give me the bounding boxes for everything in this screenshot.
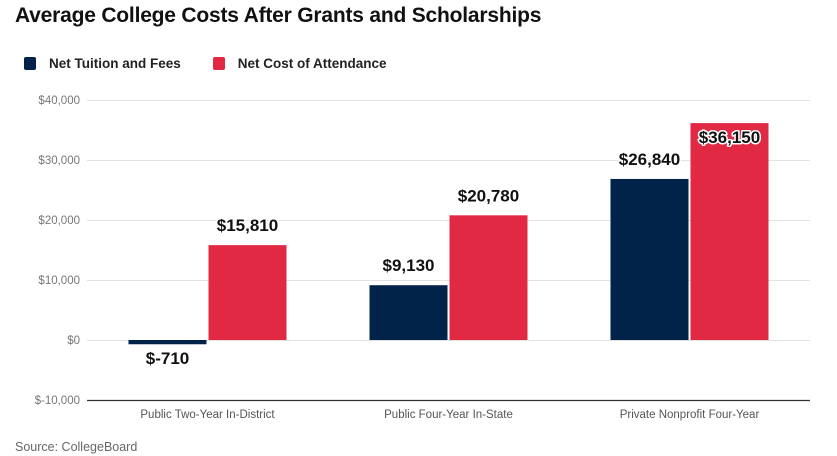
bar-net-tuition <box>369 285 448 340</box>
legend-item-net-cost: Net Cost of Attendance <box>212 56 387 71</box>
x-category-label: Private Nonprofit Four-Year <box>620 409 760 421</box>
data-label: $20,780 <box>458 186 519 205</box>
legend-label-net-cost: Net Cost of Attendance <box>237 56 387 71</box>
data-label: $36,150 <box>699 128 760 147</box>
data-label: $26,840 <box>619 150 680 169</box>
chart-title: Average College Costs After Grants and S… <box>15 4 542 27</box>
source-note: Source: CollegeBoard <box>15 440 138 454</box>
legend-swatch-net-cost <box>212 57 225 70</box>
bar-net-tuition <box>610 178 689 340</box>
data-label: $-710 <box>146 349 189 368</box>
legend-label-net-tuition: Net Tuition and Fees <box>49 56 181 71</box>
legend-item-net-tuition: Net Tuition and Fees <box>24 56 181 71</box>
legend: Net Tuition and Fees Net Cost of Attenda… <box>24 56 419 71</box>
bar-net-tuition <box>128 340 207 345</box>
bar-net-cost <box>208 245 287 340</box>
data-label: $9,130 <box>383 256 435 275</box>
y-tick-label: $-10,000 <box>35 395 80 407</box>
y-tick-label: $40,000 <box>38 95 80 107</box>
y-tick-label: $10,000 <box>38 275 80 287</box>
y-tick-label: $30,000 <box>38 155 80 167</box>
x-category-label: Public Two-Year In-District <box>140 409 275 421</box>
y-tick-label: $20,000 <box>38 215 80 227</box>
y-tick-label: $0 <box>67 335 80 347</box>
data-label: $15,810 <box>217 216 278 235</box>
legend-swatch-net-tuition <box>24 57 36 70</box>
bar-net-cost <box>690 123 769 340</box>
x-category-label: Public Four-Year In-State <box>384 409 513 421</box>
bar-net-cost <box>449 215 528 340</box>
